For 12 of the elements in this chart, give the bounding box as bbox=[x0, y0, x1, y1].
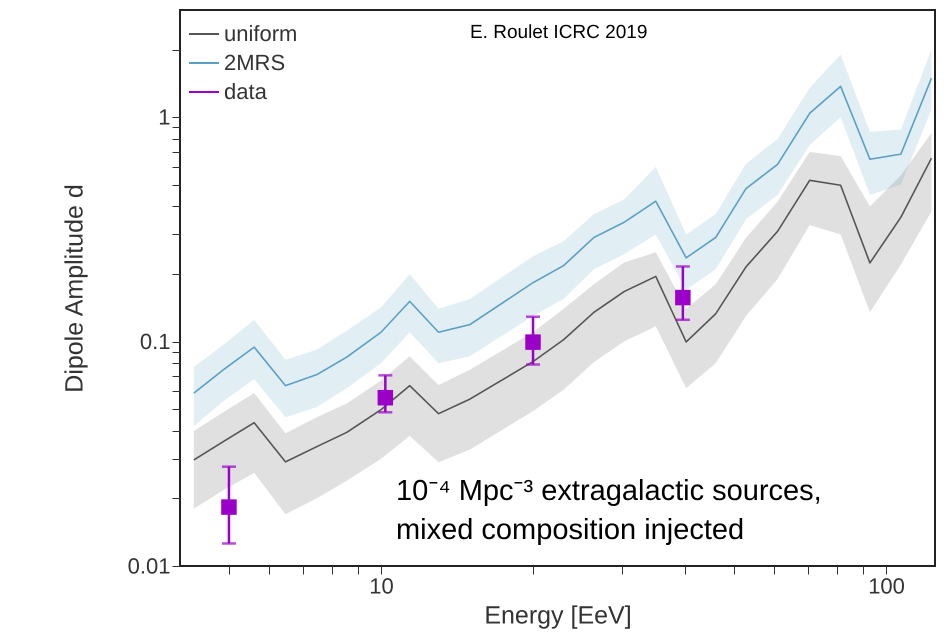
y-tick-label: 0.01 bbox=[128, 554, 170, 578]
y-tick-label: 1 bbox=[158, 104, 170, 130]
y-tick-label: 0.1 bbox=[140, 329, 170, 354]
x-tick-label: 100 bbox=[868, 574, 905, 598]
annotation: 10⁻⁴ Mpc⁻³ extragalactic sources, mixed composition injected bbox=[396, 474, 823, 548]
legend-label: data bbox=[224, 79, 268, 104]
y-axis-title: Dipole Amplitude d bbox=[60, 184, 89, 393]
x-tick-label: 10 bbox=[369, 574, 394, 598]
legend-label: uniform bbox=[224, 21, 298, 46]
annotation: E. Roulet ICRC 2019 bbox=[470, 22, 648, 44]
legend-label: 2MRS bbox=[224, 50, 286, 75]
x-axis-title: Energy [EeV] bbox=[484, 602, 632, 630]
